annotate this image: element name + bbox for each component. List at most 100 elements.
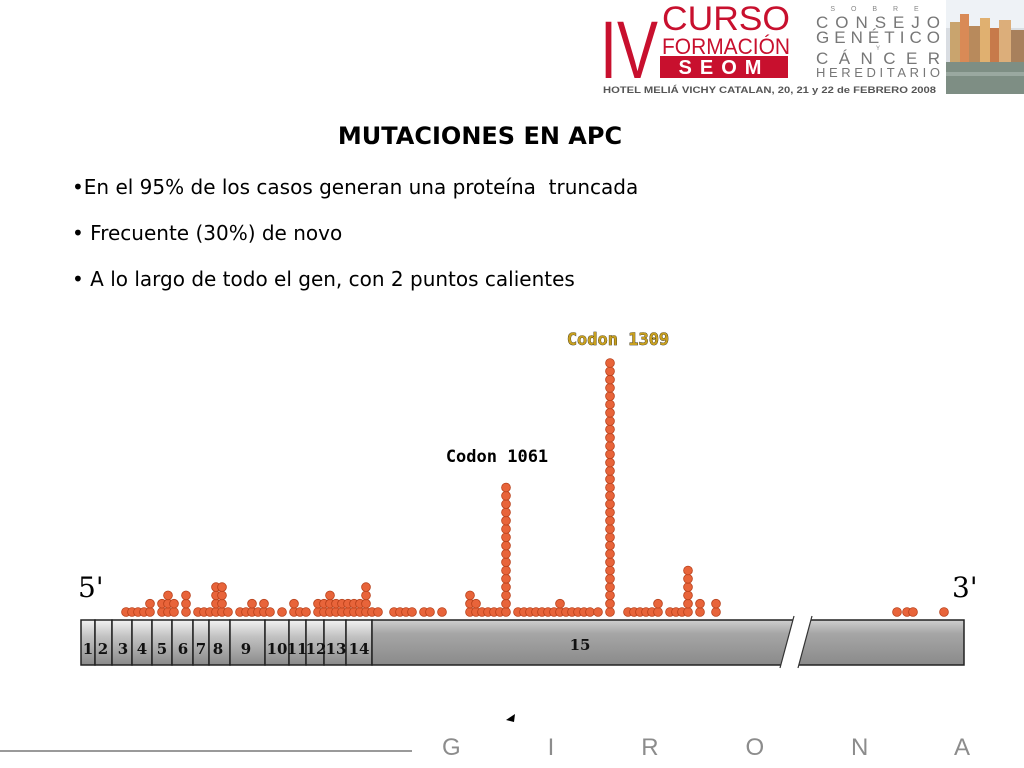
roman-numeral-iv: IV (600, 5, 658, 96)
hereditario-label: HEREDITARIO (816, 65, 940, 80)
mutation-dot (683, 582, 693, 592)
mutation-dot (501, 532, 511, 543)
mutation-dot (892, 607, 902, 617)
mutation-dot (437, 607, 447, 617)
bullet-list: •En el 95% de los casos generan una prot… (72, 172, 638, 310)
mutation-dot (169, 607, 179, 617)
mutation-dot (605, 358, 615, 368)
codon-1061-label: Codon 1061 (446, 447, 548, 467)
exon-box (229, 619, 266, 666)
mutation-dot (939, 607, 949, 617)
mutation-dot (169, 598, 179, 609)
mutation-dot (605, 499, 615, 509)
mutation-dot (501, 607, 511, 617)
apc-mutation-diagram: Codon 1309 Codon 1061 5' 3' 1 2 3 4 5 6 … (78, 330, 978, 669)
exon-label: 7 (196, 640, 206, 658)
mutation-dot (277, 607, 287, 617)
y-label: Y (876, 46, 880, 52)
mutation-dot (605, 557, 615, 567)
sobre-label: S O B R E (830, 6, 925, 13)
exon-label: 4 (137, 640, 147, 658)
mutation-dot (605, 490, 615, 501)
mutation-dot (593, 607, 603, 617)
mutation-dot (425, 607, 435, 617)
exon-label: 5 (157, 640, 167, 658)
seom-label: SEOM (679, 57, 770, 79)
mutation-dot (501, 549, 511, 559)
mutation-dot (605, 524, 615, 534)
exon-label: 3 (118, 640, 128, 658)
mutation-dot (653, 598, 663, 609)
mutation-dot (361, 598, 371, 609)
venue-label: HOTEL MELIÁ VICHY CATALAN, 20, 21 y 22 d… (603, 85, 936, 95)
mutation-dot (163, 590, 173, 601)
footer-city-label: G I R O N A (442, 734, 970, 761)
mutation-dot (289, 598, 299, 609)
mutation-dot (501, 573, 511, 584)
exon-label: 12 (306, 640, 327, 658)
mutation-dot (301, 607, 311, 617)
mutation-dot (605, 598, 615, 609)
mutation-dot (605, 374, 615, 385)
mutation-dot (501, 490, 511, 501)
mutation-dot (555, 598, 565, 609)
mutation-dot (217, 582, 227, 592)
exon-label: 15 (570, 636, 591, 654)
mutation-dot (605, 482, 615, 493)
mutation-dot (605, 416, 615, 426)
curso-label: CURSO (662, 0, 790, 38)
mutation-dot (501, 565, 511, 576)
five-prime-label: 5' (78, 571, 104, 604)
mutation-dots (121, 358, 949, 617)
mutation-dot (695, 607, 705, 617)
mutation-dot (605, 399, 615, 410)
exon-label: 10 (267, 640, 288, 658)
mutation-dot (501, 515, 511, 526)
mutation-dot (605, 532, 615, 543)
gene-break (780, 616, 812, 668)
mutation-dot (683, 565, 693, 576)
exon-label: 6 (178, 640, 188, 658)
mutation-dot (683, 598, 693, 609)
mutation-dot (605, 383, 615, 393)
girona-photo (946, 0, 1024, 94)
mutation-dot (605, 573, 615, 584)
mutation-dot (605, 366, 615, 377)
mutation-dot (501, 524, 511, 534)
mutation-dot (605, 424, 615, 435)
exon-15-box (371, 619, 965, 666)
mutation-dot (373, 607, 383, 617)
mutation-dot (711, 607, 721, 617)
mutation-dot (605, 449, 615, 460)
exon-label: 11 (287, 640, 308, 658)
mutation-dot (465, 590, 475, 601)
mutation-dot (605, 507, 615, 518)
mutation-dot (605, 466, 615, 476)
exon-label: 2 (98, 640, 108, 658)
mutation-dot (471, 598, 481, 609)
mutation-dot (265, 607, 275, 617)
mutation-dot (683, 607, 693, 617)
exon-label: 14 (349, 640, 370, 658)
mutation-dot (683, 590, 693, 601)
mutation-dot (501, 598, 511, 609)
mutation-dot (501, 507, 511, 518)
event-header: IV CURSO FORMACIÓN SEOM S O B R E CONSEJ… (600, 0, 1024, 96)
mutation-dot (605, 540, 615, 551)
mutation-dot (501, 590, 511, 601)
bullet-item: •En el 95% de los casos generan una prot… (72, 175, 639, 199)
mutation-dot (605, 407, 615, 418)
genetico-label: GENÉTICO (816, 28, 940, 47)
mutation-dot (259, 598, 269, 609)
mutation-dot (605, 432, 615, 443)
mutation-dot (217, 590, 227, 601)
mutation-dot (361, 590, 371, 601)
mutation-dot (605, 441, 615, 451)
mutation-dot (605, 391, 615, 402)
mutation-dot (361, 582, 371, 592)
mutation-dot (145, 607, 155, 617)
mutation-dot (605, 457, 615, 468)
mutation-dot (695, 598, 705, 609)
exon-label: 9 (241, 640, 251, 658)
mutation-dot (605, 515, 615, 526)
